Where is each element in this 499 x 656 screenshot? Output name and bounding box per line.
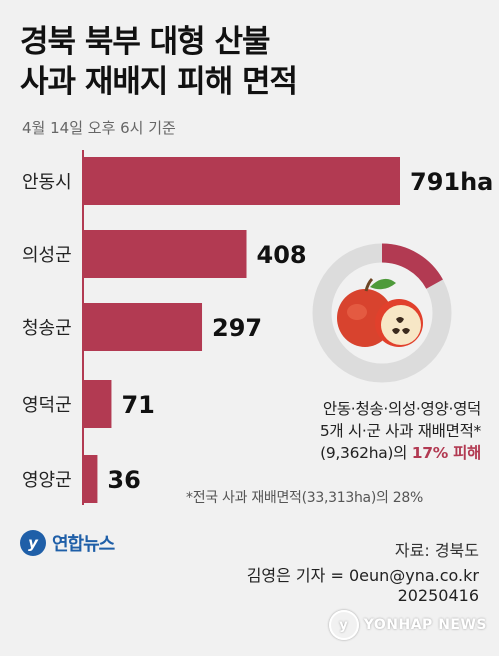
damage-note: 안동·청송·의성·영양·영덕 5개 시·군 사과 재배면적* (9,362ha)… (320, 398, 481, 464)
category-label: 영덕군 (22, 395, 72, 416)
note-highlight: 17% 피해 (411, 444, 482, 462)
note-line-2: 5개 시·군 사과 재배면적* (319, 422, 481, 440)
donut-chart (312, 243, 452, 383)
bar (83, 230, 247, 278)
watermark: y YONHAP NEWS (328, 610, 487, 640)
value-label: 408 (257, 241, 307, 269)
value-label: 71 (121, 391, 154, 419)
bar (83, 380, 112, 428)
note-line-3: (9,362ha)의 17% 피해 (320, 442, 481, 464)
logo-text: 연합뉴스 (52, 534, 115, 555)
date: 20250416 (397, 586, 479, 605)
category-label: 안동시 (22, 172, 72, 193)
reporter: 김영은 기자 = 0eun@yna.co.kr (246, 566, 479, 585)
value-label: 36 (107, 466, 140, 494)
footnote: *전국 사과 재배면적(33,313ha)의 28% (186, 490, 423, 506)
bar (83, 157, 400, 205)
yonhap-logo: y 연합뉴스 (20, 530, 115, 556)
title-line-2: 사과 재배지 피해 면적 (20, 64, 298, 100)
note-line-1: 안동·청송·의성·영양·영덕 (322, 400, 481, 418)
source: 자료: 경북도 (394, 541, 479, 560)
apple-icon (337, 277, 423, 347)
value-label: 297 (212, 314, 262, 342)
value-label: 791ha (410, 168, 493, 196)
title-line-1: 경북 북부 대형 산불 (20, 24, 271, 60)
chart-subtitle: 4월 14일 오후 6시 기준 (22, 119, 176, 137)
note-line-3-prefix: (9,362ha)의 (320, 444, 412, 462)
yonhap-logo-icon: y (20, 530, 46, 556)
category-label: 영양군 (22, 470, 72, 491)
category-label: 청송군 (22, 318, 72, 339)
category-label: 의성군 (22, 245, 72, 266)
donut-highlight (312, 243, 452, 383)
watermark-logo-icon: y (328, 610, 359, 640)
bar (83, 303, 203, 351)
watermark-text: YONHAP NEWS (363, 617, 487, 633)
bar (83, 455, 98, 503)
chart-title: 경북 북부 대형 산불 사과 재배지 피해 면적 (20, 22, 298, 102)
credit: 김영은 기자 = 0eun@yna.co.kr 20250416 (247, 566, 479, 606)
